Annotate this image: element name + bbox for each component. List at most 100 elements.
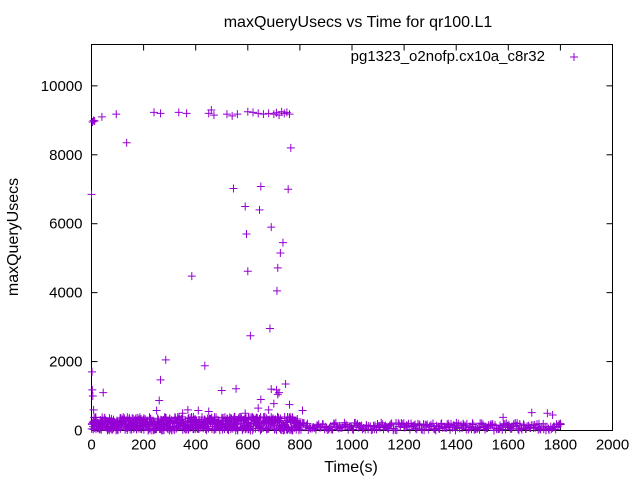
data-point bbox=[89, 116, 98, 125]
data-point bbox=[155, 396, 164, 405]
data-point bbox=[255, 205, 264, 214]
data-point bbox=[88, 367, 97, 376]
y-tick-label: 6000 bbox=[49, 216, 82, 233]
data-point bbox=[174, 108, 183, 117]
band-point bbox=[556, 420, 565, 429]
band-point bbox=[392, 426, 401, 435]
data-point bbox=[267, 223, 276, 232]
band-point bbox=[468, 419, 477, 428]
data-point bbox=[156, 109, 165, 118]
data-point bbox=[183, 405, 192, 414]
x-tick-label: 1800 bbox=[544, 437, 577, 454]
data-point bbox=[269, 399, 278, 408]
legend: pg1323_o2nofp.cx10a_c8r32 bbox=[351, 48, 578, 65]
data-point bbox=[87, 190, 96, 199]
band-point bbox=[377, 418, 386, 427]
data-point bbox=[527, 408, 536, 417]
data-point bbox=[88, 385, 97, 394]
data-point bbox=[243, 267, 252, 276]
data-point bbox=[284, 185, 293, 194]
data-point bbox=[217, 386, 226, 395]
band-point bbox=[264, 424, 273, 433]
band-point bbox=[420, 426, 429, 435]
y-tick-label: 10000 bbox=[41, 78, 83, 95]
data-point bbox=[272, 286, 281, 295]
data-point bbox=[265, 324, 274, 333]
data-point bbox=[207, 105, 216, 114]
data-point bbox=[285, 400, 294, 409]
data-point bbox=[89, 405, 98, 414]
data-point bbox=[232, 384, 241, 393]
data-point bbox=[264, 405, 273, 414]
band-point bbox=[474, 423, 483, 432]
data-point bbox=[256, 395, 265, 404]
band-point bbox=[123, 413, 132, 422]
x-tick-label: 1000 bbox=[335, 437, 368, 454]
data-point bbox=[548, 410, 557, 419]
data-point bbox=[543, 409, 552, 418]
x-axis-label: Time(s) bbox=[324, 459, 378, 476]
data-point bbox=[242, 230, 251, 239]
x-tick-label: 600 bbox=[235, 437, 260, 454]
data-point bbox=[275, 388, 284, 397]
data-point bbox=[276, 249, 285, 258]
data-point bbox=[187, 272, 196, 281]
band-point bbox=[281, 418, 290, 427]
x-tick-label: 800 bbox=[287, 437, 312, 454]
band-point bbox=[270, 421, 279, 430]
data-point bbox=[156, 375, 165, 384]
plot-frame bbox=[91, 44, 613, 431]
data-point bbox=[264, 109, 273, 118]
data-point bbox=[161, 355, 170, 364]
data-point bbox=[267, 385, 276, 394]
data-point bbox=[150, 108, 159, 117]
band-point bbox=[255, 414, 264, 423]
y-tick-label: 4000 bbox=[49, 285, 82, 302]
x-tick-label: 2000 bbox=[596, 437, 629, 454]
x-tick-label: 400 bbox=[183, 437, 208, 454]
band-point bbox=[202, 426, 211, 435]
data-point bbox=[286, 143, 295, 152]
data-point bbox=[209, 111, 218, 120]
band-point bbox=[294, 426, 303, 435]
legend-marker bbox=[570, 53, 578, 61]
x-tick-label: 0 bbox=[87, 437, 95, 454]
data-point bbox=[259, 110, 268, 119]
band-point bbox=[276, 414, 285, 423]
band-point bbox=[341, 420, 350, 429]
y-tick-label: 0 bbox=[74, 423, 82, 440]
band-point bbox=[178, 412, 187, 421]
data-points bbox=[87, 105, 565, 435]
legend-label: pg1323_o2nofp.cx10a_c8r32 bbox=[351, 48, 545, 65]
x-tick-label: 1200 bbox=[387, 437, 420, 454]
band-point bbox=[519, 420, 528, 429]
band-point bbox=[535, 424, 544, 433]
band-point bbox=[296, 425, 305, 434]
band-point bbox=[145, 413, 154, 422]
data-point bbox=[254, 404, 263, 413]
data-point bbox=[204, 407, 213, 416]
band-point bbox=[452, 418, 461, 427]
y-axis: 0 2000 4000 6000 8000 10000 bbox=[41, 78, 613, 440]
band-point bbox=[473, 424, 482, 433]
data-point bbox=[285, 110, 294, 119]
band-point bbox=[139, 414, 148, 423]
data-point bbox=[222, 110, 231, 119]
data-point bbox=[243, 107, 252, 116]
data-point bbox=[254, 109, 263, 118]
data-point bbox=[228, 111, 237, 120]
data-point bbox=[278, 238, 287, 247]
x-tick-label: 200 bbox=[131, 437, 156, 454]
data-point bbox=[97, 112, 106, 121]
data-point bbox=[281, 379, 290, 388]
data-point bbox=[249, 108, 258, 117]
data-point bbox=[200, 361, 209, 370]
data-point bbox=[273, 390, 282, 399]
data-point bbox=[112, 110, 121, 119]
x-tick-label: 1600 bbox=[492, 437, 525, 454]
data-point bbox=[256, 182, 265, 191]
data-point bbox=[182, 109, 191, 118]
band-point bbox=[415, 421, 424, 430]
y-tick-label: 2000 bbox=[49, 354, 82, 371]
data-point bbox=[122, 138, 131, 147]
